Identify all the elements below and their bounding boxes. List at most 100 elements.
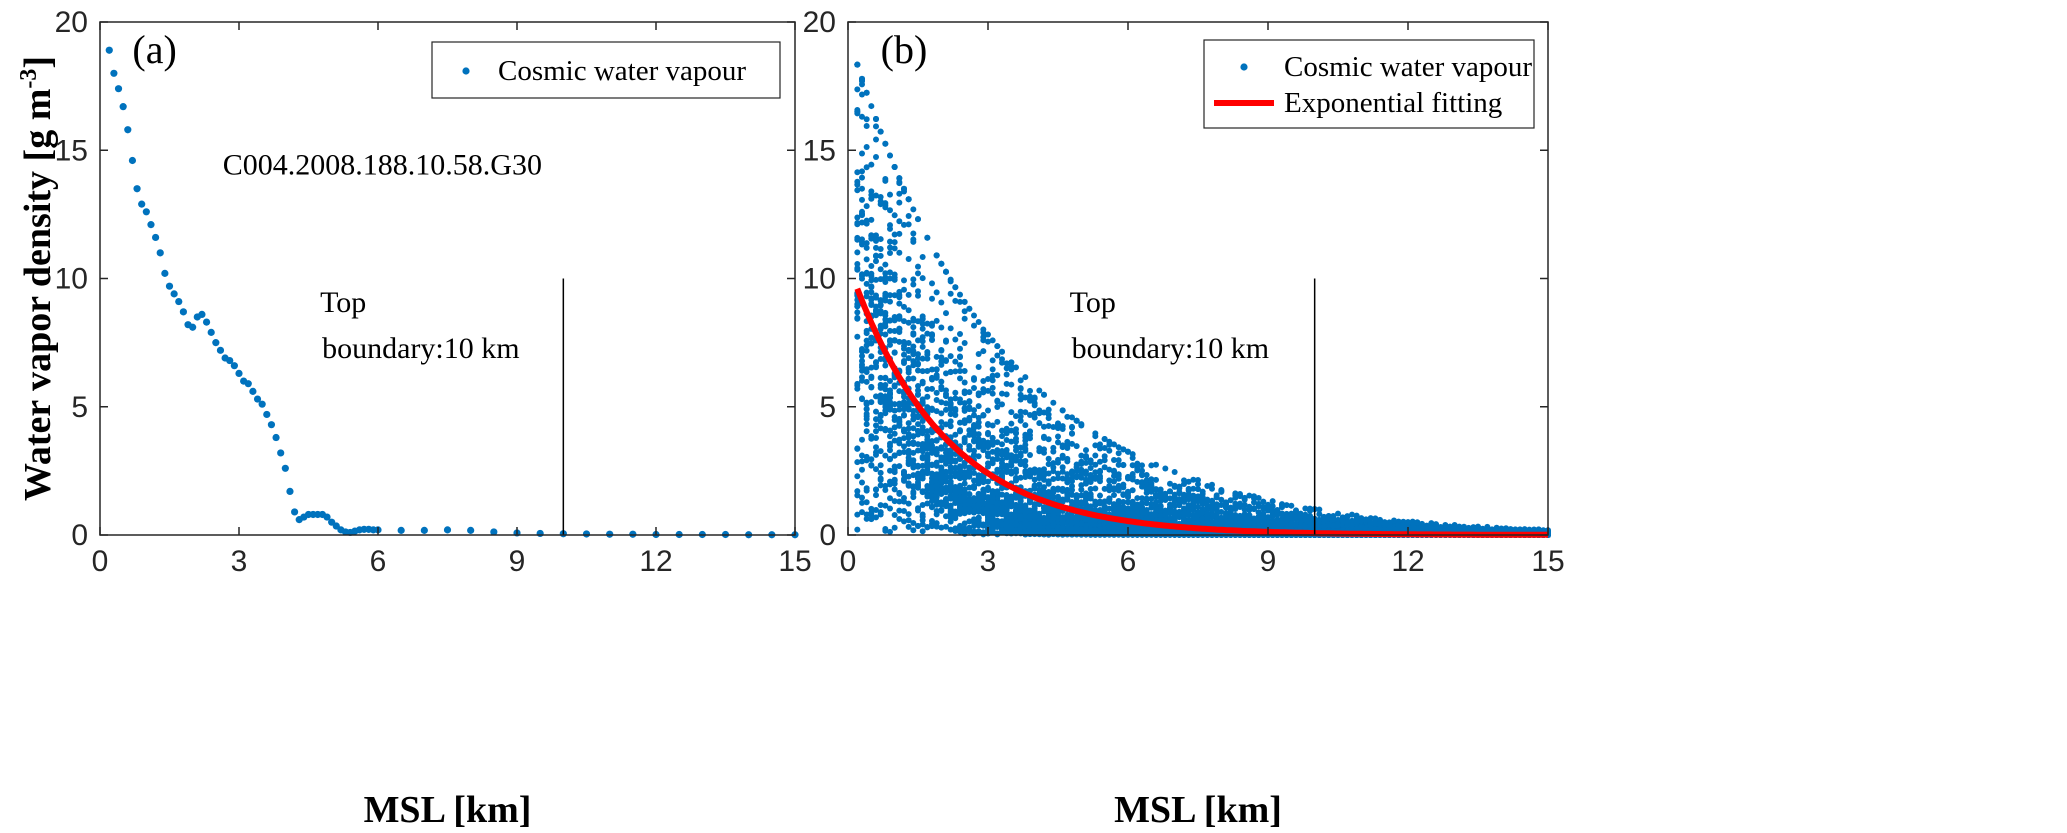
axes-frame bbox=[99, 21, 796, 536]
scatter-point bbox=[1255, 500, 1262, 507]
scatter-point bbox=[854, 511, 861, 518]
scatter-point bbox=[938, 299, 945, 306]
scatter-point bbox=[1017, 474, 1024, 481]
scatter-point bbox=[971, 503, 977, 510]
scatter-point bbox=[863, 369, 870, 376]
scatter-point bbox=[943, 468, 949, 475]
scatter-point bbox=[1013, 426, 1019, 433]
scatter-point bbox=[887, 225, 893, 232]
scatter-point bbox=[985, 460, 991, 467]
data-point bbox=[397, 526, 405, 534]
scatter-point bbox=[915, 523, 921, 530]
scatter-point bbox=[1017, 396, 1024, 403]
scatter-point bbox=[943, 523, 949, 530]
x-tick-label: 0 bbox=[92, 545, 109, 578]
scatter-point bbox=[1022, 431, 1029, 438]
data-point bbox=[142, 208, 150, 216]
scatter-point bbox=[1050, 424, 1057, 431]
scatter-point bbox=[943, 513, 949, 520]
scatter-point bbox=[1101, 453, 1108, 460]
scatter-point bbox=[1017, 408, 1024, 415]
scatter-point bbox=[980, 499, 987, 506]
scatter-point bbox=[980, 348, 987, 355]
scatter-point bbox=[999, 359, 1005, 366]
scatter-point bbox=[1302, 511, 1309, 518]
scatter-point bbox=[1349, 511, 1355, 518]
scatter-point bbox=[1134, 460, 1141, 467]
scatter-point bbox=[919, 334, 926, 341]
scatter-point bbox=[896, 199, 903, 206]
scatter-point bbox=[1143, 472, 1150, 479]
scatter-point bbox=[1316, 506, 1323, 513]
scatter-point bbox=[1157, 503, 1164, 510]
scatter-point bbox=[1013, 453, 1019, 460]
scatter-point bbox=[1027, 411, 1033, 418]
scatter-point bbox=[901, 518, 907, 525]
scatter-point bbox=[966, 491, 973, 498]
scatter-point bbox=[1349, 518, 1355, 525]
scatter-point bbox=[994, 418, 1001, 425]
scatter-point bbox=[1013, 413, 1019, 420]
scatter-point bbox=[859, 219, 865, 226]
y-axis-label-end: ] bbox=[17, 56, 59, 69]
scatter-point bbox=[966, 442, 973, 449]
scatter-point bbox=[1013, 477, 1019, 484]
scatter-point bbox=[901, 426, 907, 433]
data-point bbox=[175, 297, 183, 306]
scatter-point bbox=[1190, 493, 1197, 500]
scatter-point bbox=[1069, 424, 1075, 431]
scatter-point bbox=[905, 400, 912, 407]
scatter-point bbox=[1017, 377, 1024, 384]
scatter-point bbox=[854, 314, 861, 321]
scatter-point bbox=[1148, 495, 1155, 502]
scatter-point bbox=[947, 411, 954, 418]
scatter-point bbox=[952, 431, 959, 438]
scatter-point bbox=[915, 428, 921, 435]
scatter-point bbox=[891, 349, 898, 356]
scatter-point bbox=[1232, 502, 1239, 509]
scatter-point bbox=[910, 238, 917, 245]
scatter-point bbox=[873, 514, 879, 521]
scatter-point bbox=[868, 103, 875, 110]
scatter-point bbox=[915, 337, 921, 344]
scatter-point bbox=[1297, 517, 1304, 524]
scatter-point bbox=[947, 418, 954, 425]
scatter-point bbox=[1204, 498, 1211, 505]
scatter-point bbox=[952, 508, 959, 515]
data-point bbox=[165, 282, 174, 290]
scatter-point bbox=[1059, 475, 1066, 482]
scatter-point bbox=[1013, 438, 1019, 445]
scatter-point bbox=[989, 390, 996, 397]
scatter-point bbox=[961, 400, 968, 407]
scatter-point bbox=[1073, 443, 1080, 450]
scatter-point bbox=[933, 289, 940, 296]
y-tick-label: 5 bbox=[71, 391, 88, 424]
scatter-point bbox=[1181, 498, 1187, 505]
scatter-point bbox=[1269, 503, 1276, 510]
scatter-point bbox=[1087, 495, 1094, 502]
scatter-point bbox=[961, 525, 968, 532]
scatter-point bbox=[919, 448, 926, 455]
scatter-point bbox=[859, 150, 865, 157]
scatter-point bbox=[1167, 488, 1173, 495]
scatter-point bbox=[1143, 500, 1150, 507]
scatter-point bbox=[877, 425, 884, 432]
scatter-point bbox=[1428, 520, 1435, 527]
scatter-point bbox=[873, 444, 879, 451]
scatter-point bbox=[1097, 441, 1103, 448]
data-point bbox=[207, 328, 215, 336]
scatter-point bbox=[863, 410, 870, 417]
scatter-point bbox=[924, 351, 931, 358]
scatter-point bbox=[882, 374, 889, 381]
scatter-point bbox=[1036, 448, 1043, 455]
scatter-point bbox=[994, 404, 1001, 411]
scatter-point bbox=[1134, 495, 1141, 502]
scatter-point bbox=[957, 345, 963, 352]
scatter-point bbox=[1092, 442, 1099, 449]
scatter-point bbox=[1213, 494, 1220, 501]
scatter-point bbox=[863, 378, 870, 385]
scatter-point bbox=[1022, 457, 1029, 464]
scatter-point bbox=[1111, 468, 1117, 475]
scatter-point bbox=[859, 452, 865, 459]
scatter-point bbox=[887, 152, 893, 159]
